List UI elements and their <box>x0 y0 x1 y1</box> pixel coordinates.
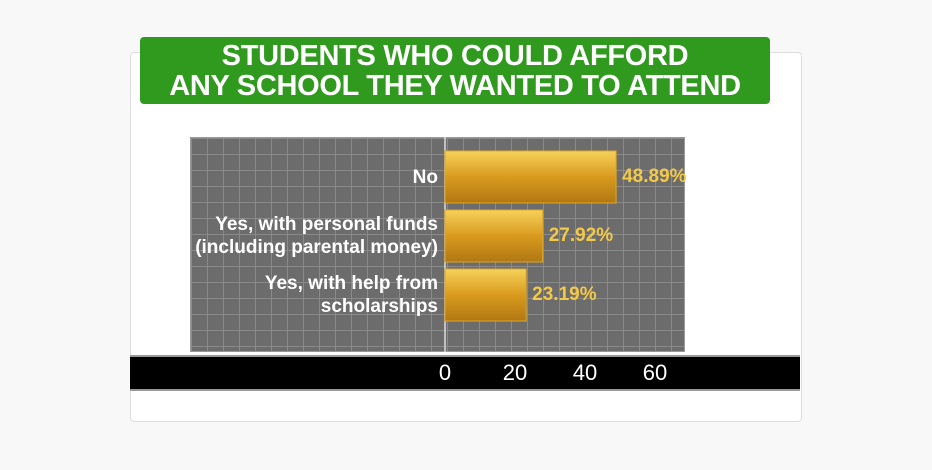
bar <box>444 268 527 322</box>
x-tick-label: 60 <box>643 360 667 385</box>
value-label: 23.19% <box>532 284 597 305</box>
category-label: No <box>412 166 438 188</box>
x-tick-label: 0 <box>439 360 451 385</box>
value-label: 27.92% <box>549 225 614 246</box>
x-tick-label: 40 <box>573 360 597 385</box>
axis-bar <box>130 355 800 391</box>
bar <box>444 150 617 204</box>
category-label: Yes, with personal funds (including pare… <box>195 214 438 258</box>
bar <box>444 209 544 263</box>
category-label: Yes, with help from scholarships <box>264 273 438 317</box>
title-banner: STUDENTS WHO COULD AFFORD ANY SCHOOL THE… <box>140 37 770 104</box>
x-tick-label: 20 <box>503 360 527 385</box>
value-label: 48.89% <box>622 166 687 187</box>
chart-title: STUDENTS WHO COULD AFFORD ANY SCHOOL THE… <box>169 39 741 102</box>
